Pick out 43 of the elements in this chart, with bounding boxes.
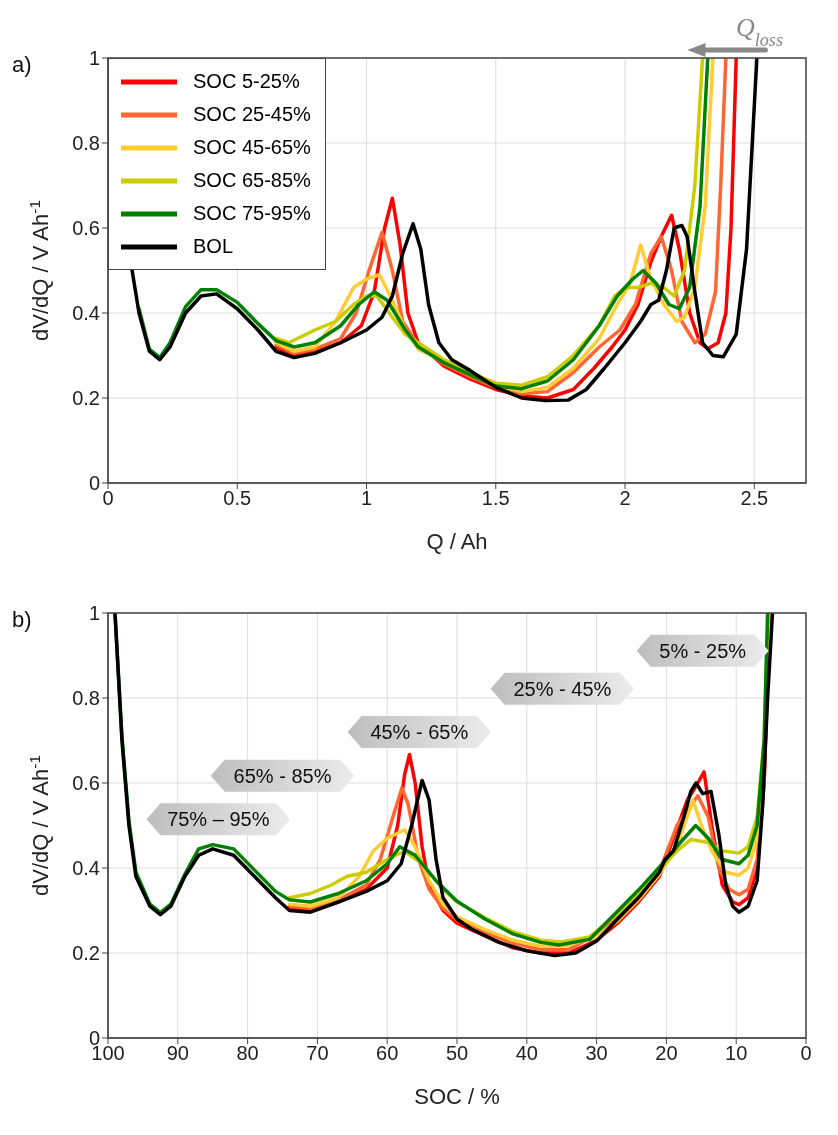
- x-axis-title: Q / Ah: [426, 529, 488, 554]
- x-tick-label: 40: [515, 1042, 538, 1065]
- y-tick-label: 0.2: [72, 387, 100, 410]
- legend-label: SOC 45-65%: [193, 136, 311, 159]
- x-axis-title: SOC / %: [414, 1084, 500, 1109]
- annotation: 65% - 85%: [233, 764, 332, 787]
- text: a): [12, 52, 32, 77]
- x-tick-label: 2.5: [740, 487, 769, 510]
- x-tick-label: 20: [655, 1042, 678, 1065]
- x-tick-label: 2: [619, 487, 631, 510]
- x-tick-label: 0: [102, 487, 114, 510]
- y-tick-label: 0.4: [72, 302, 100, 325]
- y-tick-label: 0.8: [72, 687, 100, 710]
- x-tick-label: 90: [166, 1042, 189, 1065]
- annotation: 75% – 95%: [167, 808, 270, 831]
- legend-label: SOC 75-95%: [193, 202, 311, 225]
- y-tick-label: 0.8: [72, 132, 100, 155]
- x-tick-label: 1.5: [481, 487, 510, 510]
- y-tick-label: 0: [88, 472, 100, 495]
- y-tick-label: 0.6: [72, 217, 100, 240]
- x-tick-label: 0: [800, 1042, 812, 1065]
- legend-label: SOC 25-45%: [193, 103, 311, 126]
- annotation: 25% - 45%: [513, 677, 612, 700]
- x-tick-label: 1: [360, 487, 373, 510]
- annotation: 5% - 25%: [659, 639, 747, 662]
- y-tick-label: 0.6: [72, 772, 100, 795]
- y-tick-label: 0.2: [72, 942, 100, 965]
- y-tick-label: 0.4: [72, 857, 100, 880]
- x-tick-label: 60: [376, 1042, 399, 1065]
- annotation: Q$_{loss}$: [735, 13, 784, 50]
- y-tick-label: 1: [88, 602, 100, 625]
- annotation: 45% - 65%: [370, 721, 469, 743]
- x-tick-label: 80: [236, 1042, 259, 1065]
- x-tick-label: 50: [445, 1042, 469, 1065]
- x-tick-label: 70: [306, 1042, 329, 1065]
- x-tick-label: 10: [725, 1042, 748, 1065]
- x-tick-label: 0.5: [223, 487, 252, 510]
- x-tick-label: 30: [585, 1042, 608, 1065]
- text: b): [12, 607, 32, 632]
- legend-label: SOC 65-85%: [193, 169, 311, 192]
- legend-label: SOC 5-25%: [193, 70, 300, 93]
- y-tick-label: 1: [88, 47, 100, 70]
- legend-label: BOL: [193, 235, 234, 258]
